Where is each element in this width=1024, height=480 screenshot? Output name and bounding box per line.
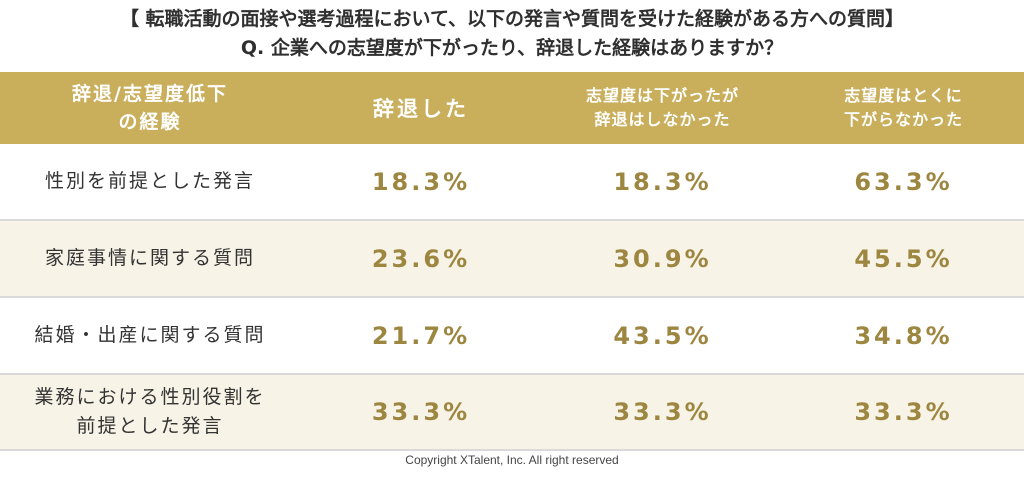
table-row: 家庭事情に関する質問 23.6% 30.9% 45.5% xyxy=(0,220,1024,298)
value-declined: 23.6% xyxy=(300,220,542,298)
row-label-text: 結婚・出産に関する質問 xyxy=(34,324,266,346)
header-not-lowered-line-1: 志望度はとくに xyxy=(844,86,963,105)
header-category: 辞退/志望度低下 の経験 xyxy=(0,72,300,144)
value-declined: 33.3% xyxy=(300,374,542,451)
header-row: 辞退/志望度低下 の経験 辞退した 志望度は下がったが 辞退はしなかった 志望度… xyxy=(0,72,1024,144)
row-label: 結婚・出産に関する質問 xyxy=(0,297,300,375)
row-label: 家庭事情に関する質問 xyxy=(0,220,300,298)
value-text: 34.8% xyxy=(854,321,953,350)
value-text: 43.5% xyxy=(613,321,712,350)
value-declined: 21.7% xyxy=(300,297,542,375)
value-text: 18.3% xyxy=(371,167,471,196)
header-lowered-not-declined: 志望度は下がったが 辞退はしなかった xyxy=(542,72,783,144)
value-lowered: 30.9% xyxy=(542,220,783,298)
header-not-lowered: 志望度はとくに 下がらなかった xyxy=(783,72,1024,144)
header-not-lowered-line-2: 下がらなかった xyxy=(843,110,963,129)
value-text: 63.3% xyxy=(854,167,953,196)
value-text: 33.3% xyxy=(371,398,471,426)
row-label: 業務における性別役割を 前提とした発言 xyxy=(0,374,300,451)
value-lowered: 18.3% xyxy=(542,144,783,221)
value-text: 33.3% xyxy=(854,398,953,426)
value-not-lowered: 63.3% xyxy=(783,144,1024,221)
value-not-lowered: 33.3% xyxy=(783,374,1024,451)
value-text: 30.9% xyxy=(613,244,712,273)
header-lowered-line-1: 志望度は下がったが xyxy=(585,86,739,105)
header-declined: 辞退した xyxy=(300,72,542,144)
title-line-1: 【 転職活動の面接や選考過程において、以下の発言や質問を受けた経験がある方への質… xyxy=(119,8,905,30)
header-category-line-1: 辞退/志望度低下 xyxy=(72,83,228,105)
survey-table: 辞退/志望度低下 の経験 辞退した 志望度は下がったが 辞退はしなかった 志望度… xyxy=(0,72,1024,451)
value-text: 18.3% xyxy=(613,167,712,196)
value-text: 45.5% xyxy=(854,244,953,273)
row-label-text-line-2: 前提とした発言 xyxy=(76,415,224,437)
table-row: 結婚・出産に関する質問 21.7% 43.5% 34.8% xyxy=(0,297,1024,375)
table-row: 業務における性別役割を 前提とした発言 33.3% 33.3% 33.3% xyxy=(0,374,1024,451)
row-label-text-line-1: 業務における性別役割を xyxy=(34,386,266,408)
header-declined-label: 辞退した xyxy=(373,97,469,121)
row-label: 性別を前提とした発言 xyxy=(0,144,300,221)
header-category-line-2: の経験 xyxy=(118,111,182,133)
title-line-2: Q. 企業への志望度が下がったり、辞退した経験はありますか？ xyxy=(240,37,784,59)
value-lowered: 43.5% xyxy=(542,297,783,375)
survey-title: 【 転職活動の面接や選考過程において、以下の発言や質問を受けた経験がある方への質… xyxy=(0,0,1024,70)
header-lowered-line-2: 辞退はしなかった xyxy=(594,110,731,129)
value-not-lowered: 34.8% xyxy=(783,297,1024,375)
copyright-text: Copyright XTalent, Inc. All right reserv… xyxy=(405,453,619,467)
value-text: 21.7% xyxy=(371,321,471,350)
value-declined: 18.3% xyxy=(300,144,542,221)
value-lowered: 33.3% xyxy=(542,374,783,451)
value-text: 23.6% xyxy=(371,244,471,273)
table-row: 性別を前提とした発言 18.3% 18.3% 63.3% xyxy=(0,144,1024,221)
row-label-text: 家庭事情に関する質問 xyxy=(44,247,255,269)
value-text: 33.3% xyxy=(613,398,712,426)
row-label-text: 性別を前提とした発言 xyxy=(44,170,255,192)
value-not-lowered: 45.5% xyxy=(783,220,1024,298)
